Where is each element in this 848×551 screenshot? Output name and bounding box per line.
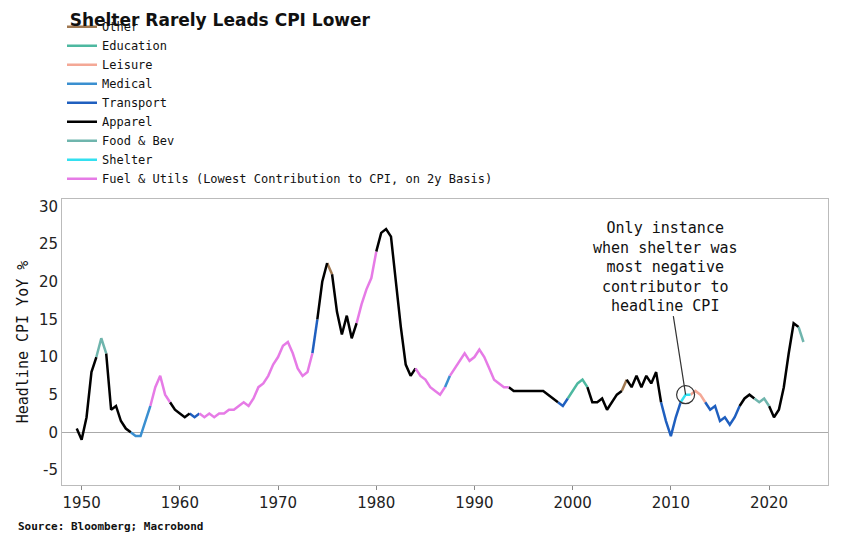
svg-text:1970: 1970: [259, 494, 297, 512]
svg-text:2010: 2010: [652, 494, 690, 512]
svg-text:1980: 1980: [357, 494, 395, 512]
svg-text:30: 30: [39, 198, 58, 216]
svg-text:10: 10: [39, 348, 58, 366]
svg-text:Source: Bloomberg; Macrobond: Source: Bloomberg; Macrobond: [18, 520, 203, 533]
svg-text:Shelter: Shelter: [102, 153, 153, 167]
svg-text:2020: 2020: [750, 494, 788, 512]
svg-text:Only instancewhen shelter wasm: Only instancewhen shelter wasmost negati…: [593, 219, 738, 315]
svg-text:Headline CPI YoY %: Headline CPI YoY %: [14, 261, 32, 424]
svg-text:20: 20: [39, 273, 58, 291]
svg-text:Education: Education: [102, 39, 167, 53]
svg-text:25: 25: [39, 235, 58, 253]
svg-text:Shelter Rarely Leads CPI Lower: Shelter Rarely Leads CPI Lower: [70, 10, 371, 30]
svg-text:-5: -5: [43, 461, 58, 479]
svg-text:1950: 1950: [63, 494, 101, 512]
svg-text:Transport: Transport: [102, 96, 167, 110]
svg-text:2000: 2000: [554, 494, 592, 512]
svg-text:1990: 1990: [455, 494, 493, 512]
svg-text:15: 15: [39, 311, 58, 329]
svg-text:Apparel: Apparel: [102, 115, 153, 129]
svg-text:Fuel & Utils (Lowest Contribut: Fuel & Utils (Lowest Contribution to CPI…: [102, 172, 492, 186]
svg-text:5: 5: [48, 386, 58, 404]
svg-text:1960: 1960: [161, 494, 199, 512]
svg-text:Medical: Medical: [102, 77, 153, 91]
svg-text:Food & Bev: Food & Bev: [102, 134, 174, 148]
svg-text:Leisure: Leisure: [102, 58, 153, 72]
svg-text:0: 0: [48, 424, 58, 442]
svg-text:Other: Other: [102, 20, 138, 34]
